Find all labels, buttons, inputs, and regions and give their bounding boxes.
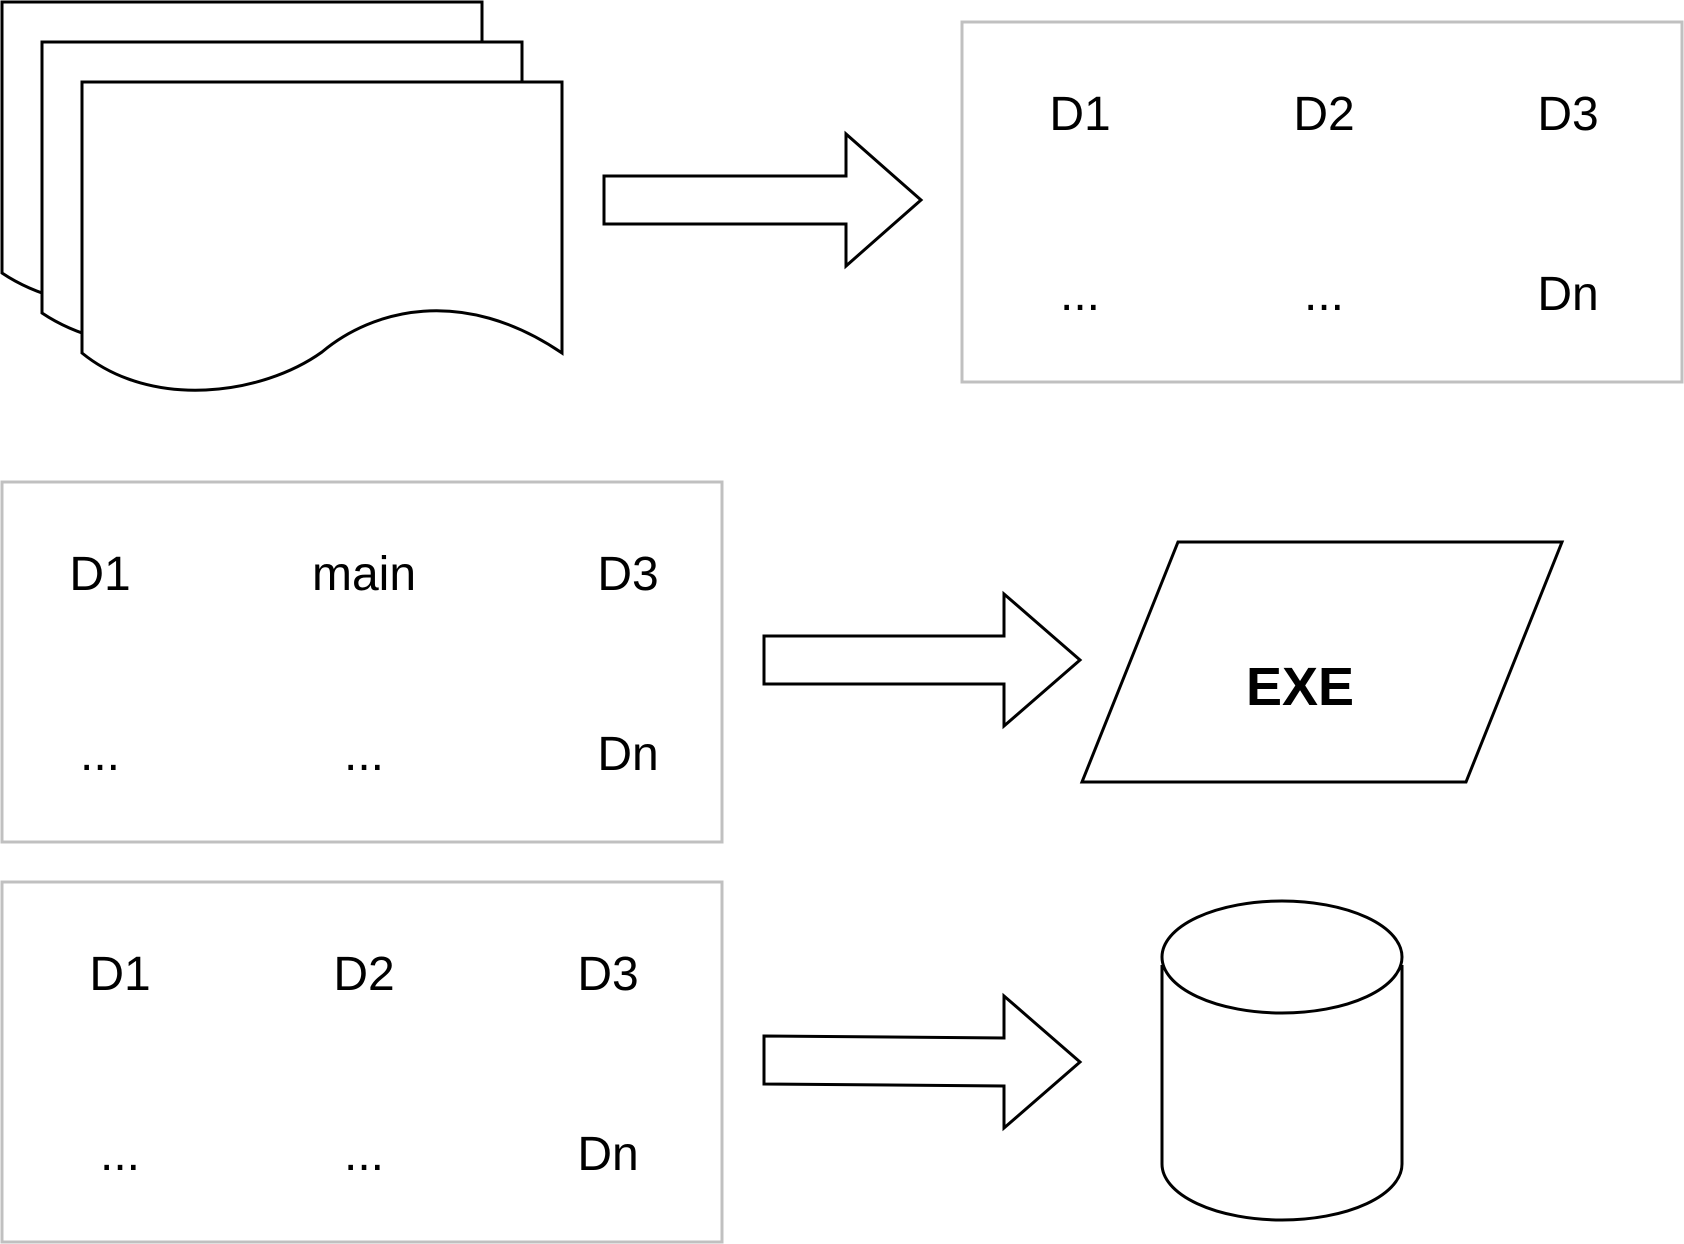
middle-panel-cell-2: main [312, 548, 416, 601]
middle-panel-frame [0, 480, 724, 844]
document-front [80, 80, 564, 392]
middle-module-panel: D1 main D3 ... ... Dn [0, 480, 724, 844]
top-panel-frame [960, 20, 1684, 384]
block-arrow-right-icon [762, 992, 1083, 1132]
bottom-panel-cell-2: D2 [333, 948, 394, 1001]
middle-panel-cell-4: ... [80, 728, 120, 781]
middle-panel-cell-1: D1 [69, 548, 130, 601]
top-module-panel: D1 D2 D3 ... ... Dn [960, 20, 1684, 384]
top-panel-cell-6: Dn [1537, 268, 1598, 321]
block-arrow-right-icon [602, 130, 924, 270]
parallelogram-exe-icon: EXE [1079, 540, 1565, 784]
bottom-panel-cell-3: D3 [577, 948, 638, 1001]
database-cylinder-icon [1160, 899, 1404, 1222]
bottom-module-panel: D1 D2 D3 ... ... Dn [0, 880, 724, 1244]
block-arrow-right-icon [762, 590, 1083, 730]
exe-parallelogram [1079, 540, 1565, 784]
bottom-panel-cell-5: ... [344, 1128, 384, 1181]
top-panel-cell-5: ... [1304, 268, 1344, 321]
middle-panel-cell-3: D3 [597, 548, 658, 601]
bottom-panel-cell-4: ... [100, 1128, 140, 1181]
database-top [1160, 899, 1404, 1015]
database-body [1160, 965, 1404, 1222]
top-panel-cell-2: D2 [1293, 88, 1354, 141]
multiple-documents-icon [0, 0, 564, 392]
bottom-panel-frame [0, 880, 724, 1244]
top-panel-cell-4: ... [1060, 268, 1100, 321]
top-panel-cell-3: D3 [1537, 88, 1598, 141]
exe-label: EXE [1246, 657, 1354, 717]
middle-panel-cell-6: Dn [597, 728, 658, 781]
top-panel-cell-1: D1 [1049, 88, 1110, 141]
bottom-panel-cell-1: D1 [89, 948, 150, 1001]
middle-panel-cell-5: ... [344, 728, 384, 781]
bottom-panel-cell-6: Dn [577, 1128, 638, 1181]
